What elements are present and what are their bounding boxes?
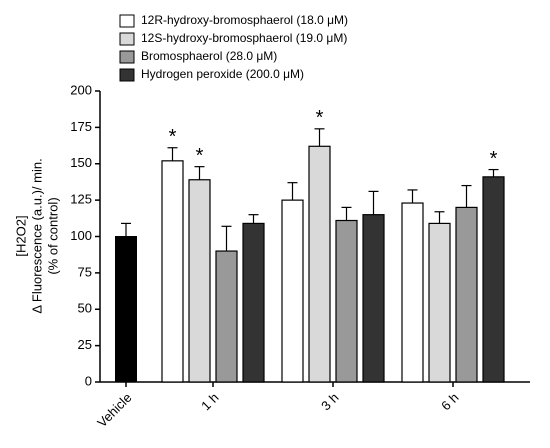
legend-label: Hydrogen peroxide (200.0 μM) (141, 67, 304, 81)
legend-swatch (119, 14, 135, 28)
bar (188, 179, 211, 383)
bar (401, 202, 424, 383)
x-tick-label: 3 h (318, 390, 341, 413)
bar (428, 222, 451, 383)
bar (161, 160, 184, 383)
y-tick-label: 50 (78, 301, 92, 316)
y-tick-label: 0 (85, 373, 92, 388)
bar (115, 236, 137, 383)
bar (281, 199, 304, 383)
legend-swatch (119, 50, 135, 64)
y-tick-label: 175 (70, 119, 92, 134)
y-axis-label: [H2O2] (13, 215, 28, 256)
bar (455, 206, 478, 383)
legend-label: 12R-hydroxy-bromosphaerol (18.0 μM) (141, 13, 348, 27)
significance-marker: * (316, 107, 324, 129)
y-tick-label: 125 (70, 192, 92, 207)
significance-marker: * (490, 148, 498, 170)
y-axis-label: (% of control) (45, 197, 60, 274)
y-tick-label: 25 (78, 337, 92, 352)
bar (335, 219, 358, 383)
bar (215, 250, 238, 383)
legend-swatch (119, 68, 135, 82)
significance-marker: * (169, 126, 177, 148)
y-axis-label: Δ Fluorescence (a.u.)/ min. (29, 158, 44, 313)
bar (482, 176, 505, 383)
y-tick-label: 100 (70, 228, 92, 243)
significance-marker: * (196, 145, 204, 167)
legend-swatch (119, 32, 135, 46)
x-tick-label: 6 h (438, 390, 461, 413)
x-tick-label: 1 h (198, 390, 221, 413)
bar (308, 145, 331, 383)
bar (242, 222, 265, 383)
y-tick-label: 75 (78, 264, 92, 279)
legend-label: Bromosphaerol (28.0 μM) (141, 49, 277, 63)
bar (362, 214, 385, 383)
legend-label: 12S-hydroxy-bromosphaerol (19.0 μM) (141, 31, 347, 45)
y-tick-label: 200 (70, 82, 92, 97)
y-tick-label: 150 (70, 155, 92, 170)
x-tick-label: Vehicle (94, 390, 134, 430)
